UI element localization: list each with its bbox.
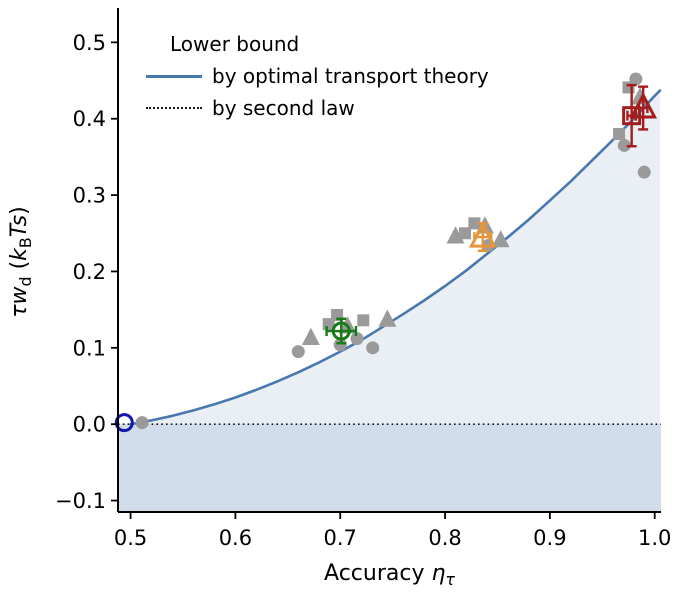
gray-data-point xyxy=(378,309,397,327)
y-tick-label: −0.1 xyxy=(55,489,106,513)
gray-data-point xyxy=(468,217,481,230)
gray-data-point xyxy=(637,165,651,179)
x-tick-label: 0.5 xyxy=(114,526,147,550)
gray-data-point xyxy=(491,230,510,248)
gray-data-point xyxy=(366,341,380,355)
highlight-data-point xyxy=(629,91,658,119)
gray-data-point xyxy=(291,345,305,359)
gray-data-point xyxy=(135,416,149,430)
gray-data-point xyxy=(357,314,370,327)
y-tick-label: 0.5 xyxy=(73,31,106,55)
y-tick-label: 0.0 xyxy=(73,413,106,437)
highlight-data-point xyxy=(114,413,134,433)
y-tick-label: 0.2 xyxy=(73,260,106,284)
below-second-law-fill xyxy=(118,424,661,512)
highlight-data-point xyxy=(468,221,497,248)
gray-data-point xyxy=(613,128,626,140)
highlight-data-point xyxy=(331,321,351,341)
x-tick-label: 1.0 xyxy=(638,526,671,550)
optimal-transport-curve xyxy=(129,89,662,426)
under-curve-fill xyxy=(130,90,661,425)
x-axis-label: Accuracy ητ xyxy=(324,561,455,589)
x-tick-label: 0.7 xyxy=(324,526,357,550)
gray-data-point xyxy=(458,227,471,240)
y-axis-label: τwd (kBTs) xyxy=(7,206,35,317)
x-tick-label: 0.6 xyxy=(219,526,252,550)
gray-data-point xyxy=(617,138,631,152)
gray-data-point xyxy=(350,332,364,346)
x-tick-label: 0.9 xyxy=(533,526,566,550)
gray-data-point xyxy=(629,72,643,86)
gray-data-point xyxy=(301,327,320,346)
y-tick-label: 0.4 xyxy=(73,107,106,131)
y-tick-label: 0.3 xyxy=(73,184,106,208)
y-tick-label: 0.1 xyxy=(73,336,106,360)
gray-data-point xyxy=(333,338,347,352)
x-tick-label: 0.8 xyxy=(428,526,461,550)
